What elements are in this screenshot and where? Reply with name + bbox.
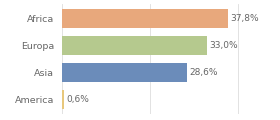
- Text: 0,6%: 0,6%: [66, 95, 89, 104]
- Bar: [62, 9, 228, 28]
- Bar: [62, 63, 187, 82]
- Bar: [62, 36, 207, 55]
- Text: 37,8%: 37,8%: [230, 14, 259, 23]
- Text: 28,6%: 28,6%: [190, 68, 218, 77]
- Bar: [62, 90, 64, 109]
- Text: 33,0%: 33,0%: [209, 41, 238, 50]
